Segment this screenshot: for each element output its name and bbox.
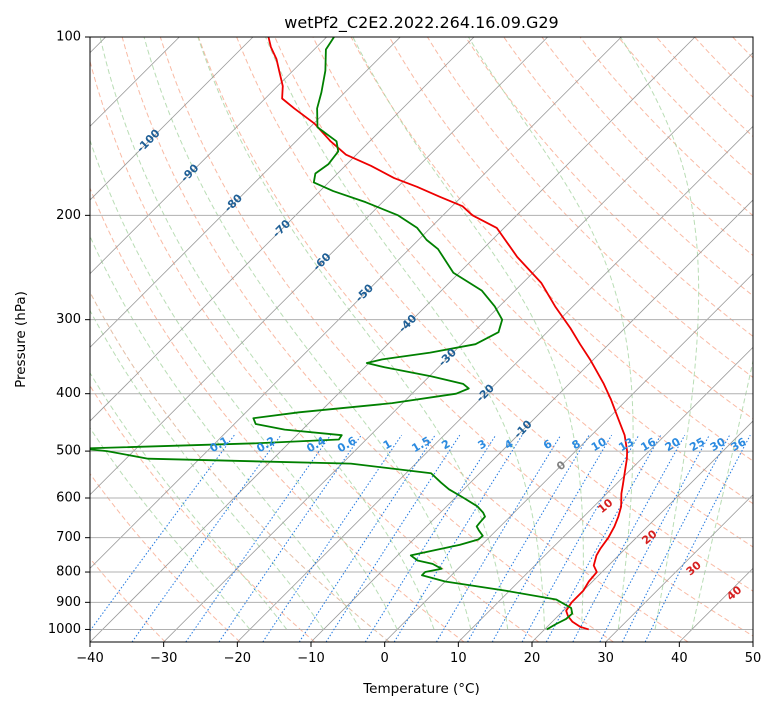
mixing-ratio-line [521,434,640,642]
isotherm-line [605,494,753,642]
isotherm-line [90,37,254,201]
mixing-ratio-line [298,434,436,642]
mixing-ratio-line [90,434,235,632]
mixing-ratio-line [185,434,331,642]
y-tick-label: 700 [56,530,81,545]
moist-adiabat [90,138,398,630]
y-tick-label: 800 [56,565,81,580]
moist-adiabat [352,37,584,630]
x-tick-label: 0 [381,651,389,666]
mixing-ratio-line [393,434,523,642]
x-tick-label: −10 [297,651,324,666]
x-axis-label: Temperature (°C) [362,681,480,697]
mixing-ratio-line [545,434,662,642]
isotherm-line [458,346,753,642]
mixing-ratio-line [131,434,282,642]
y-tick-label: 600 [56,491,81,506]
y-tick-label: 200 [56,208,81,223]
temperature-trace [267,37,629,631]
dry-adiabat [90,59,540,642]
isotherm-line [384,273,753,642]
dry-adiabat [350,37,753,462]
mixing-ratio-line [572,434,686,642]
isotherm-line [310,199,753,642]
isotherm-line [90,37,696,642]
moist-adiabat [90,235,361,630]
moist-adiabat [90,309,324,630]
moist-adiabat [265,37,546,630]
isotherm-line [90,37,475,422]
x-tick-label: 10 [450,651,467,666]
y-tick-label: 100 [56,30,81,45]
dry-adiabat [426,37,753,378]
mixing-ratio-line [364,434,497,642]
mixing-ratio-line [467,434,590,642]
x-tick-label: 50 [745,651,762,666]
dry-adiabat [274,37,753,548]
x-tick-label: −30 [150,651,177,666]
dry-adiabat [236,37,753,592]
dewpoint-trace [90,37,574,631]
moist-adiabat [197,37,509,630]
dry-adiabat [159,37,689,642]
moist-adiabat [619,37,700,630]
y-tick-label: 1000 [48,622,81,637]
moist-adiabat [143,37,472,630]
x-tick-label: 30 [597,651,614,666]
isotherm-line [163,52,753,642]
dry-adiabat [121,37,614,642]
x-tick-label: 40 [671,651,688,666]
y-axis-label: Pressure (hPa) [13,291,29,388]
x-tick-label: −20 [224,651,251,666]
y-tick-label: 300 [56,312,81,327]
dry-adiabat [90,472,241,642]
isotherm-line [90,37,622,569]
dry-adiabat [90,291,390,642]
x-tick-label: 20 [524,651,541,666]
moist-adiabat [99,37,435,630]
moist-adiabat [691,358,753,630]
sounding-traces [90,37,629,631]
x-tick-label: −40 [76,651,103,666]
dry-adiabat [198,37,753,637]
moist-adiabat [468,37,634,630]
y-tick-label: 900 [56,595,81,610]
dry-adiabat [90,384,316,642]
y-tick-label: 400 [56,386,81,401]
plot-frame [89,36,754,643]
dry-adiabat [90,186,465,642]
mixing-ratio-line [435,434,562,642]
dry-adiabat [90,557,166,642]
y-tick-label: 500 [56,444,81,459]
mixing-ratio-line [491,434,613,642]
isotherm-line [237,125,753,642]
isotherm-line [90,37,327,275]
chart-title: wetPf2_C2E2.2022.264.16.09.G29 [284,13,558,33]
background-lines [90,37,753,642]
isotherm-line [531,420,753,642]
isotherm-line [90,37,401,348]
axes-ticks: −40 −30 −20 −10 0 10 20 30 40 50 100 200 300 400 500 60… [48,30,761,667]
dry-adiabat [503,37,753,297]
mixing-ratio-line [599,434,710,642]
isotherm-line [90,37,548,496]
mixing-ratio-line [325,434,461,642]
